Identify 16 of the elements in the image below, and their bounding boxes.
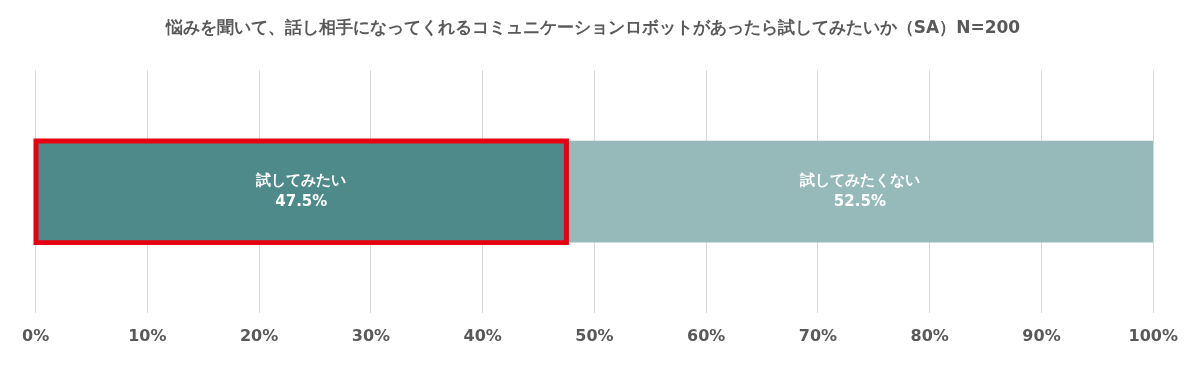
x-tick-label: 50%	[575, 325, 614, 345]
x-tick-label: 10%	[128, 325, 167, 345]
series-label: 試してみたくない	[798, 171, 920, 190]
x-tick-label: 20%	[239, 325, 279, 345]
x-tick-label: 30%	[351, 325, 391, 345]
x-tick-label: 40%	[463, 325, 502, 345]
x-tick-label: 0%	[22, 325, 50, 345]
x-tick-label: 90%	[1022, 325, 1061, 345]
x-tick-label: 80%	[910, 325, 949, 345]
series-label: 試してみたい	[255, 171, 347, 190]
chart-title: 悩みを聞いて、話し相手になってくれるコミュニケーションロボットがあったら試してみたいか（SA）N=200	[164, 16, 1021, 37]
x-tick-label: 70%	[798, 325, 838, 345]
data-label: 52.5%	[833, 192, 886, 211]
x-tick-label: 100%	[1128, 325, 1178, 345]
data-label: 47.5%	[275, 192, 328, 211]
x-tick-label: 60%	[687, 325, 726, 345]
